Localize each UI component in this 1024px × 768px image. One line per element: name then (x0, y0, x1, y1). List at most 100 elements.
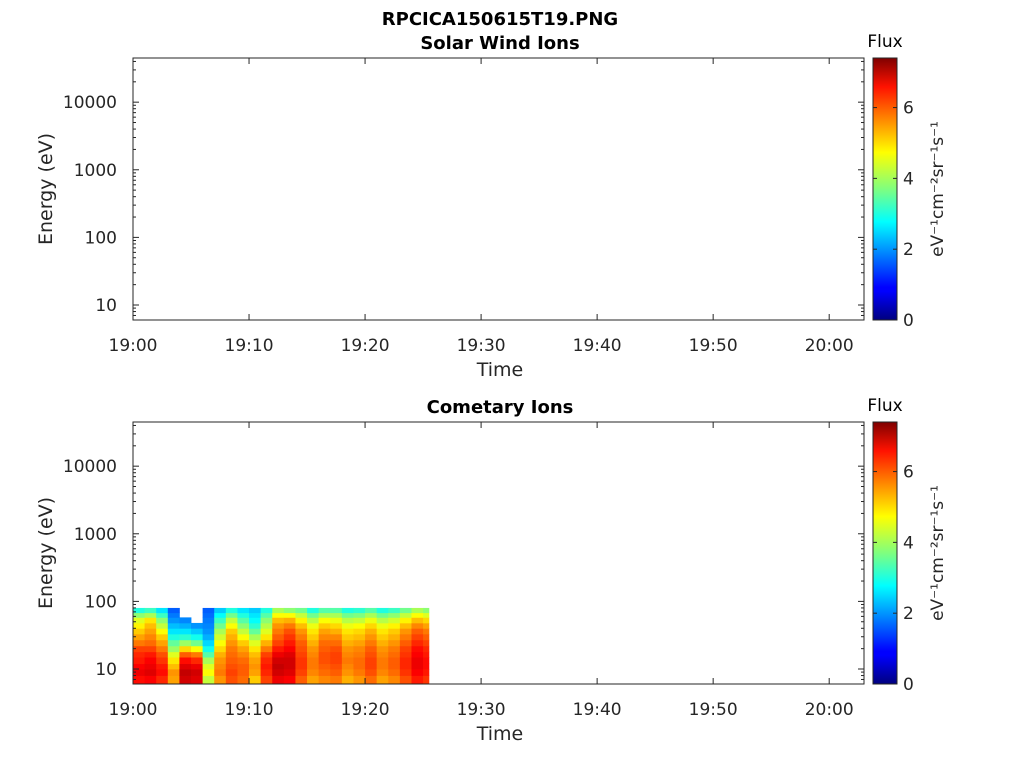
flux-colorbar: 0 2 4 6 Flux eV⁻¹cm⁻²sr⁻¹s⁻¹ (867, 396, 948, 695)
y-tick-label: 1000 (74, 525, 117, 545)
heatmap-cell (388, 651, 401, 658)
heatmap-cell (307, 645, 320, 653)
heatmap-cell (388, 675, 401, 685)
heatmap-cell (249, 633, 262, 641)
colorbar-units-label: eV⁻¹cm⁻²sr⁻¹s⁻¹ (928, 485, 948, 621)
heatmap-cell (237, 607, 250, 614)
colorbar-gradient (872, 57, 898, 321)
heatmap-cell (365, 645, 378, 653)
heatmap-cell (318, 628, 331, 635)
heatmap-cell (202, 617, 215, 624)
heatmap-cell (283, 663, 296, 670)
heatmap-cell (318, 651, 331, 658)
x-tick-label: 19:10 (225, 700, 274, 720)
colorbar-tick-label: 6 (903, 463, 914, 483)
heatmap-cell (318, 617, 331, 624)
heatmap-cell (283, 639, 296, 647)
heatmap-cell (237, 628, 250, 635)
heatmap-cell (283, 651, 296, 658)
heatmap-cell (399, 675, 412, 685)
x-axis: 19:00 19:10 19:20 19:30 19:40 19:50 20:00 (109, 58, 854, 356)
heatmap-cell (144, 657, 157, 665)
heatmap-cell (179, 622, 192, 629)
heatmap-cell (144, 622, 157, 629)
heatmap-cell (225, 612, 238, 618)
heatmap-cell (365, 607, 378, 614)
heatmap-cell (307, 612, 320, 618)
panel-title: Cometary Ions (427, 397, 574, 418)
heatmap-cell (376, 612, 389, 618)
heatmap-cell (156, 651, 169, 658)
heatmap-cell (272, 663, 285, 670)
heatmap-cell (272, 612, 285, 618)
heatmap-cell (191, 628, 204, 635)
heatmap-cell (330, 669, 343, 676)
heatmap-cell (295, 633, 308, 641)
heatmap-cell (330, 657, 343, 665)
heatmap-cell (202, 669, 215, 676)
heatmap-cell (237, 669, 250, 676)
heatmap-cell (249, 628, 262, 635)
heatmap-cell (156, 607, 169, 614)
heatmap-cell (133, 657, 145, 665)
heatmap-cell (179, 617, 192, 624)
colorbar-tick-label: 4 (903, 169, 914, 189)
heatmap-cell (388, 628, 401, 635)
colorbar-title: Flux (867, 396, 902, 416)
heatmap-cell (202, 651, 215, 658)
heatmap-cell (388, 663, 401, 670)
heatmap-cell (167, 612, 180, 618)
heatmap-cell (283, 645, 296, 653)
x-tick-label: 19:30 (457, 336, 506, 356)
heatmap-cell (283, 669, 296, 676)
colorbar-tick-label: 6 (903, 99, 914, 119)
heatmap-cell (365, 657, 378, 665)
heatmap-cell (295, 663, 308, 670)
heatmap-cell (318, 675, 331, 685)
heatmap-cell (179, 663, 192, 670)
heatmap-cell (133, 617, 145, 624)
heatmap-cell (330, 628, 343, 635)
heatmap-cell (411, 612, 424, 618)
x-tick-label: 19:10 (225, 336, 274, 356)
heatmap-cell (249, 617, 262, 624)
panel-title: Solar Wind Ions (420, 33, 579, 54)
heatmap-cell (307, 633, 320, 641)
x-tick-label: 20:00 (805, 336, 854, 356)
heatmap-cell (156, 675, 169, 685)
heatmap-cell (353, 675, 366, 685)
heatmap-cell (272, 628, 285, 635)
heatmap-cell (167, 645, 180, 653)
heatmap-cell (399, 669, 412, 676)
heatmap-cell (156, 645, 169, 653)
heatmap-cell (249, 622, 262, 629)
heatmap-cell (272, 669, 285, 676)
heatmap-cell (272, 633, 285, 641)
heatmap-cell (191, 633, 204, 641)
heatmap-cell (376, 633, 389, 641)
heatmap-cell (272, 657, 285, 665)
heatmap-cell (283, 617, 296, 624)
heatmap-cell (376, 669, 389, 676)
heatmap-cell (167, 633, 180, 641)
heatmap-cell (167, 617, 180, 624)
heatmap-cell (144, 639, 157, 647)
heatmap-cell (191, 663, 204, 670)
y-axis-label: Energy (eV) (35, 497, 57, 609)
x-tick-label: 19:50 (689, 336, 738, 356)
heatmap-cell (191, 657, 204, 665)
heatmap-cell (318, 607, 331, 614)
heatmap-cell (191, 645, 204, 653)
heatmap-cell (376, 651, 389, 658)
x-axis: 19:00 19:10 19:20 19:30 19:40 19:50 20:00 (109, 422, 854, 720)
heatmap-cell (156, 628, 169, 635)
heatmap-cell (341, 607, 354, 614)
heatmap-cell (260, 622, 273, 629)
heatmap-cell (341, 622, 354, 629)
heatmap-cell (376, 628, 389, 635)
heatmap-cell (156, 669, 169, 676)
heatmap-cell (399, 657, 412, 665)
heatmap-cell (423, 633, 430, 641)
heatmap-cell (260, 633, 273, 641)
